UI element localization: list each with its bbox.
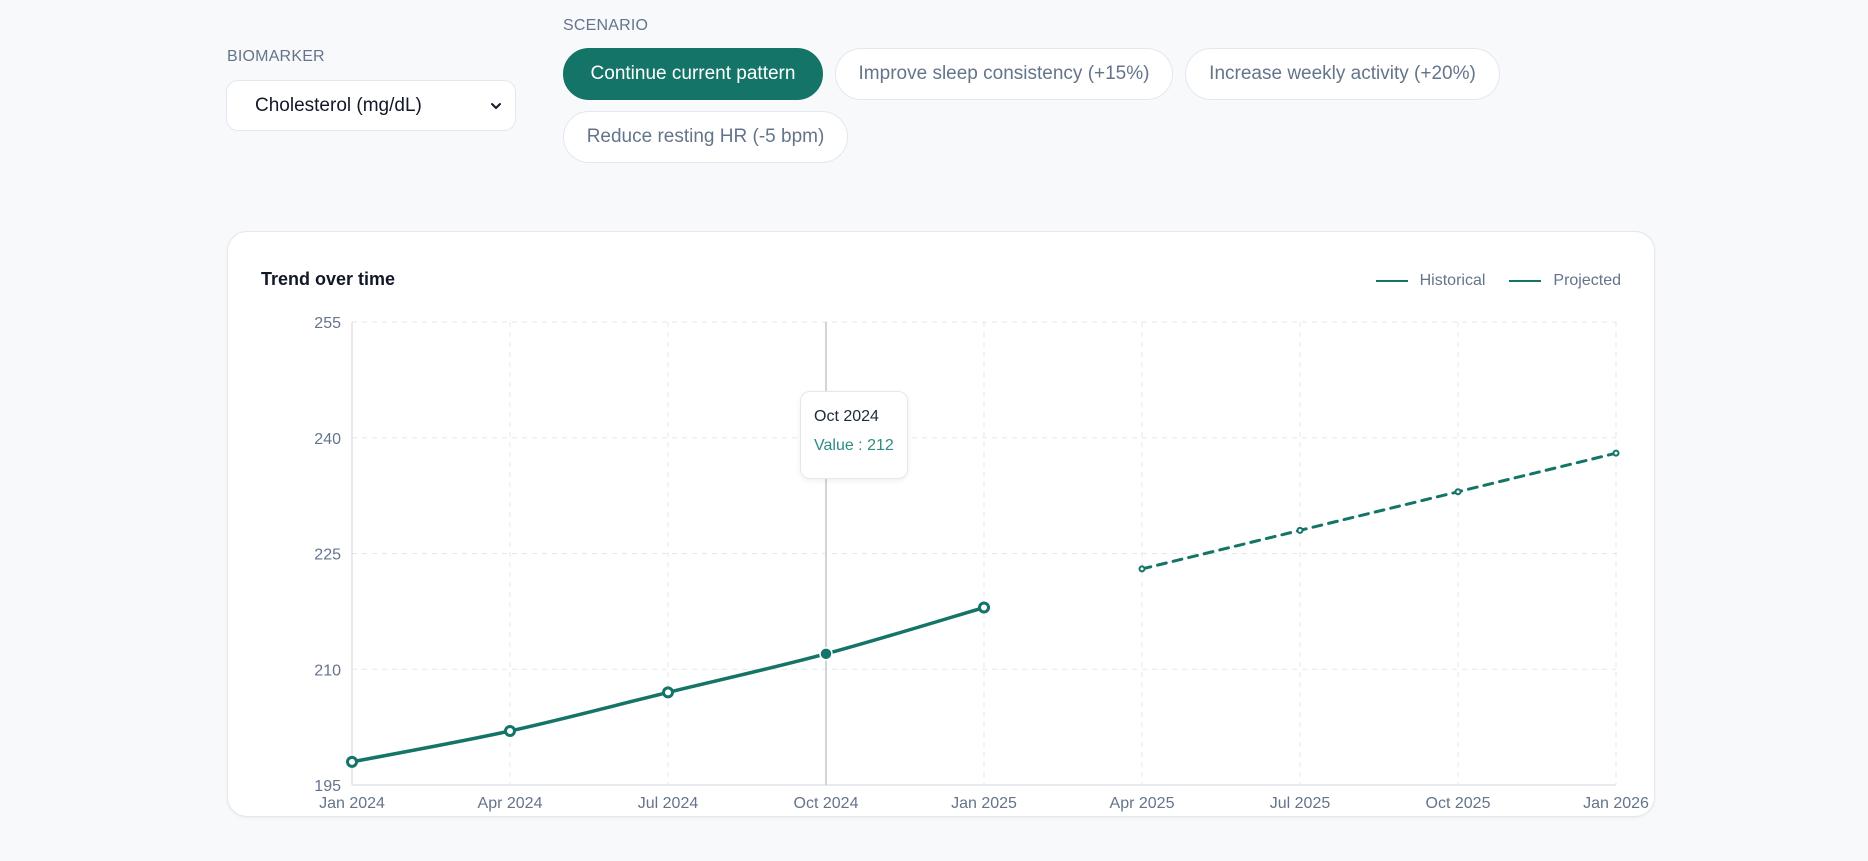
x-tick-label: Jul 2025	[1270, 795, 1331, 812]
chart-tooltip: Oct 2024 Value : 212	[800, 391, 908, 479]
legend-swatch-historical	[1375, 280, 1408, 282]
chart-legend: Historical Projected	[1375, 272, 1621, 290]
chart-title: Trend over time	[261, 269, 396, 289]
x-tick-label: Jan 2025	[951, 795, 1017, 812]
biomarker-select[interactable]: Cholesterol (mg/dL)	[226, 80, 516, 131]
legend-label-historical: Historical	[1419, 272, 1486, 289]
x-tick-label: Apr 2024	[478, 795, 543, 812]
legend-swatch-projected	[1509, 280, 1542, 282]
data-point-historical	[978, 601, 990, 614]
data-point-projected	[1454, 488, 1462, 496]
chevron-down-icon	[491, 102, 501, 109]
legend-item-projected[interactable]: Projected	[1509, 272, 1621, 290]
y-tick-label: 210	[314, 662, 341, 679]
x-tick-label: Jan 2026	[1583, 795, 1649, 812]
data-point-historical	[346, 755, 358, 768]
x-tick-label: Jan 2024	[319, 795, 385, 812]
data-point-projected	[1612, 449, 1620, 457]
trend-card: Trend over time Historical Projected	[227, 231, 1655, 817]
y-tick-label: 255	[314, 315, 341, 332]
scenario-label: SCENARIO	[563, 17, 649, 34]
biomarker-select-value: Cholesterol (mg/dL)	[255, 94, 422, 116]
tooltip-value: Value : 212	[814, 437, 894, 454]
x-tick-label: Oct 2024	[794, 795, 859, 812]
y-tick-label: 240	[314, 431, 341, 448]
scenario-pill-reduce-hr[interactable]: Reduce resting HR (-5 bpm)	[563, 111, 848, 163]
data-point-historical	[504, 724, 516, 737]
y-tick-label: 195	[314, 778, 341, 795]
series-line-projected	[1140, 451, 1618, 571]
y-tick-label: 225	[314, 547, 341, 564]
tooltip-title: Oct 2024	[814, 408, 879, 425]
data-point-projected	[1138, 565, 1146, 573]
data-point-projected	[1296, 526, 1304, 534]
biomarker-label: BIOMARKER	[227, 48, 325, 65]
x-tick-label: Apr 2025	[1110, 795, 1175, 812]
x-tick-label: Oct 2025	[1426, 795, 1491, 812]
scenario-pill-continue-current[interactable]: Continue current pattern	[563, 48, 823, 100]
data-point-historical	[662, 686, 674, 699]
x-tick-label: Jul 2024	[638, 795, 699, 812]
scenario-pill-improve-sleep[interactable]: Improve sleep consistency (+15%)	[835, 48, 1173, 100]
scenario-pill-increase-activity[interactable]: Increase weekly activity (+20%)	[1185, 48, 1500, 100]
legend-item-historical[interactable]: Historical	[1375, 272, 1486, 290]
data-point-active	[819, 647, 833, 661]
legend-label-projected: Projected	[1553, 272, 1621, 289]
